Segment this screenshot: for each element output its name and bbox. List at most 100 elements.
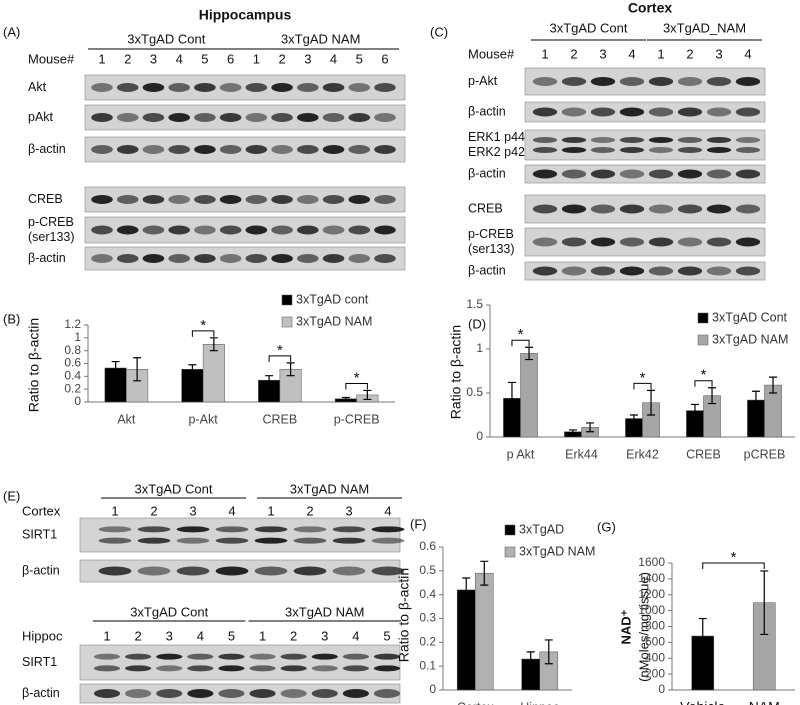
group-label: 3xTgAD Cont [549, 20, 627, 35]
band [194, 195, 216, 204]
x-tick-label: Erk44 [565, 447, 598, 461]
band [218, 653, 245, 660]
error-bar [760, 570, 769, 636]
band [373, 653, 401, 660]
band [735, 237, 761, 247]
x-tick-label: p-Akt [189, 412, 219, 426]
band [245, 195, 268, 204]
panel-label: (F) [410, 516, 427, 531]
band [98, 526, 132, 533]
lane-number: 5 [356, 51, 363, 66]
band [348, 83, 371, 92]
bar [520, 353, 538, 438]
row-label: SIRT1 [22, 655, 57, 669]
lane-number: 5 [228, 628, 235, 643]
band [322, 225, 345, 235]
band [194, 113, 216, 122]
bar [456, 589, 476, 691]
band [735, 137, 761, 143]
band [271, 195, 293, 204]
blot-strip [79, 644, 401, 681]
error-bar [586, 422, 595, 433]
band [297, 225, 319, 235]
error-bar [525, 346, 534, 361]
lane-caption: Hippoc [22, 628, 63, 643]
band [219, 113, 242, 122]
error-bar [769, 376, 778, 394]
lane-number: 2 [124, 51, 131, 66]
band [194, 145, 216, 154]
panel-label: (D) [468, 316, 486, 331]
band [374, 254, 396, 263]
band [249, 689, 276, 698]
band [142, 254, 165, 263]
bar [202, 344, 225, 403]
row-label: p-CREB [28, 215, 74, 229]
lane-number: 5 [383, 628, 390, 643]
y-tick-label: 0.2 [419, 635, 436, 649]
band [648, 266, 674, 276]
group-label: 3xTgAD Cont [134, 481, 212, 496]
band [218, 689, 245, 698]
row-label: Akt [28, 80, 47, 94]
blot-strip [79, 517, 401, 553]
band [532, 204, 558, 214]
legend-label: 3xTgAD NAM [519, 544, 595, 558]
error-bar [751, 390, 760, 410]
band [116, 145, 139, 154]
group-label: 3xTgAD NAM [281, 31, 360, 46]
band [271, 145, 293, 154]
error-bar [690, 403, 699, 418]
band [348, 254, 371, 263]
y-axis-label: NAD⁺ [618, 609, 633, 644]
x-tick-label: Cortex [457, 700, 495, 705]
band [322, 145, 345, 154]
band [648, 237, 674, 247]
significance-bracket [694, 380, 713, 387]
panel-label: (A) [3, 24, 20, 39]
lane-number: 1 [657, 46, 664, 61]
panel-title: Hippocampus [199, 7, 292, 23]
error-bar [188, 364, 197, 375]
error-bar [133, 357, 142, 382]
band [271, 83, 293, 92]
band [311, 653, 338, 660]
lane-number: 3 [189, 503, 196, 518]
band [245, 254, 268, 263]
band [176, 526, 210, 533]
row-label: β-actin [28, 251, 66, 265]
band [677, 107, 703, 117]
band [374, 145, 396, 154]
y-tick-label: 0.2 [64, 381, 81, 395]
band [677, 137, 703, 143]
error-bar [526, 651, 535, 667]
band [142, 145, 165, 154]
lane-number: 6 [227, 51, 234, 66]
significance-star: * [354, 369, 360, 386]
lane-caption: Mouse# [468, 46, 515, 61]
y-tick-label: 400 [645, 650, 665, 664]
band [187, 653, 214, 660]
band [619, 77, 645, 86]
y-tick-label: 0.3 [419, 611, 436, 625]
band [168, 145, 190, 154]
x-tick-label: p Akt [507, 447, 535, 461]
band [590, 169, 616, 179]
band [561, 77, 587, 86]
legend-swatch [281, 294, 293, 306]
y-axis-label: Ratio to β-actin [396, 568, 412, 662]
band [342, 665, 369, 672]
band [532, 266, 558, 276]
band [619, 204, 645, 214]
significance-bracket [633, 382, 652, 390]
lane-number: 3 [599, 46, 606, 61]
band [137, 526, 171, 533]
band [322, 254, 345, 263]
band [168, 195, 190, 204]
lane-number: 4 [384, 503, 391, 518]
group-label: 3xTgAD NAM [285, 604, 364, 619]
band [322, 83, 345, 92]
band [271, 254, 293, 263]
band [219, 254, 242, 263]
band [187, 665, 214, 672]
